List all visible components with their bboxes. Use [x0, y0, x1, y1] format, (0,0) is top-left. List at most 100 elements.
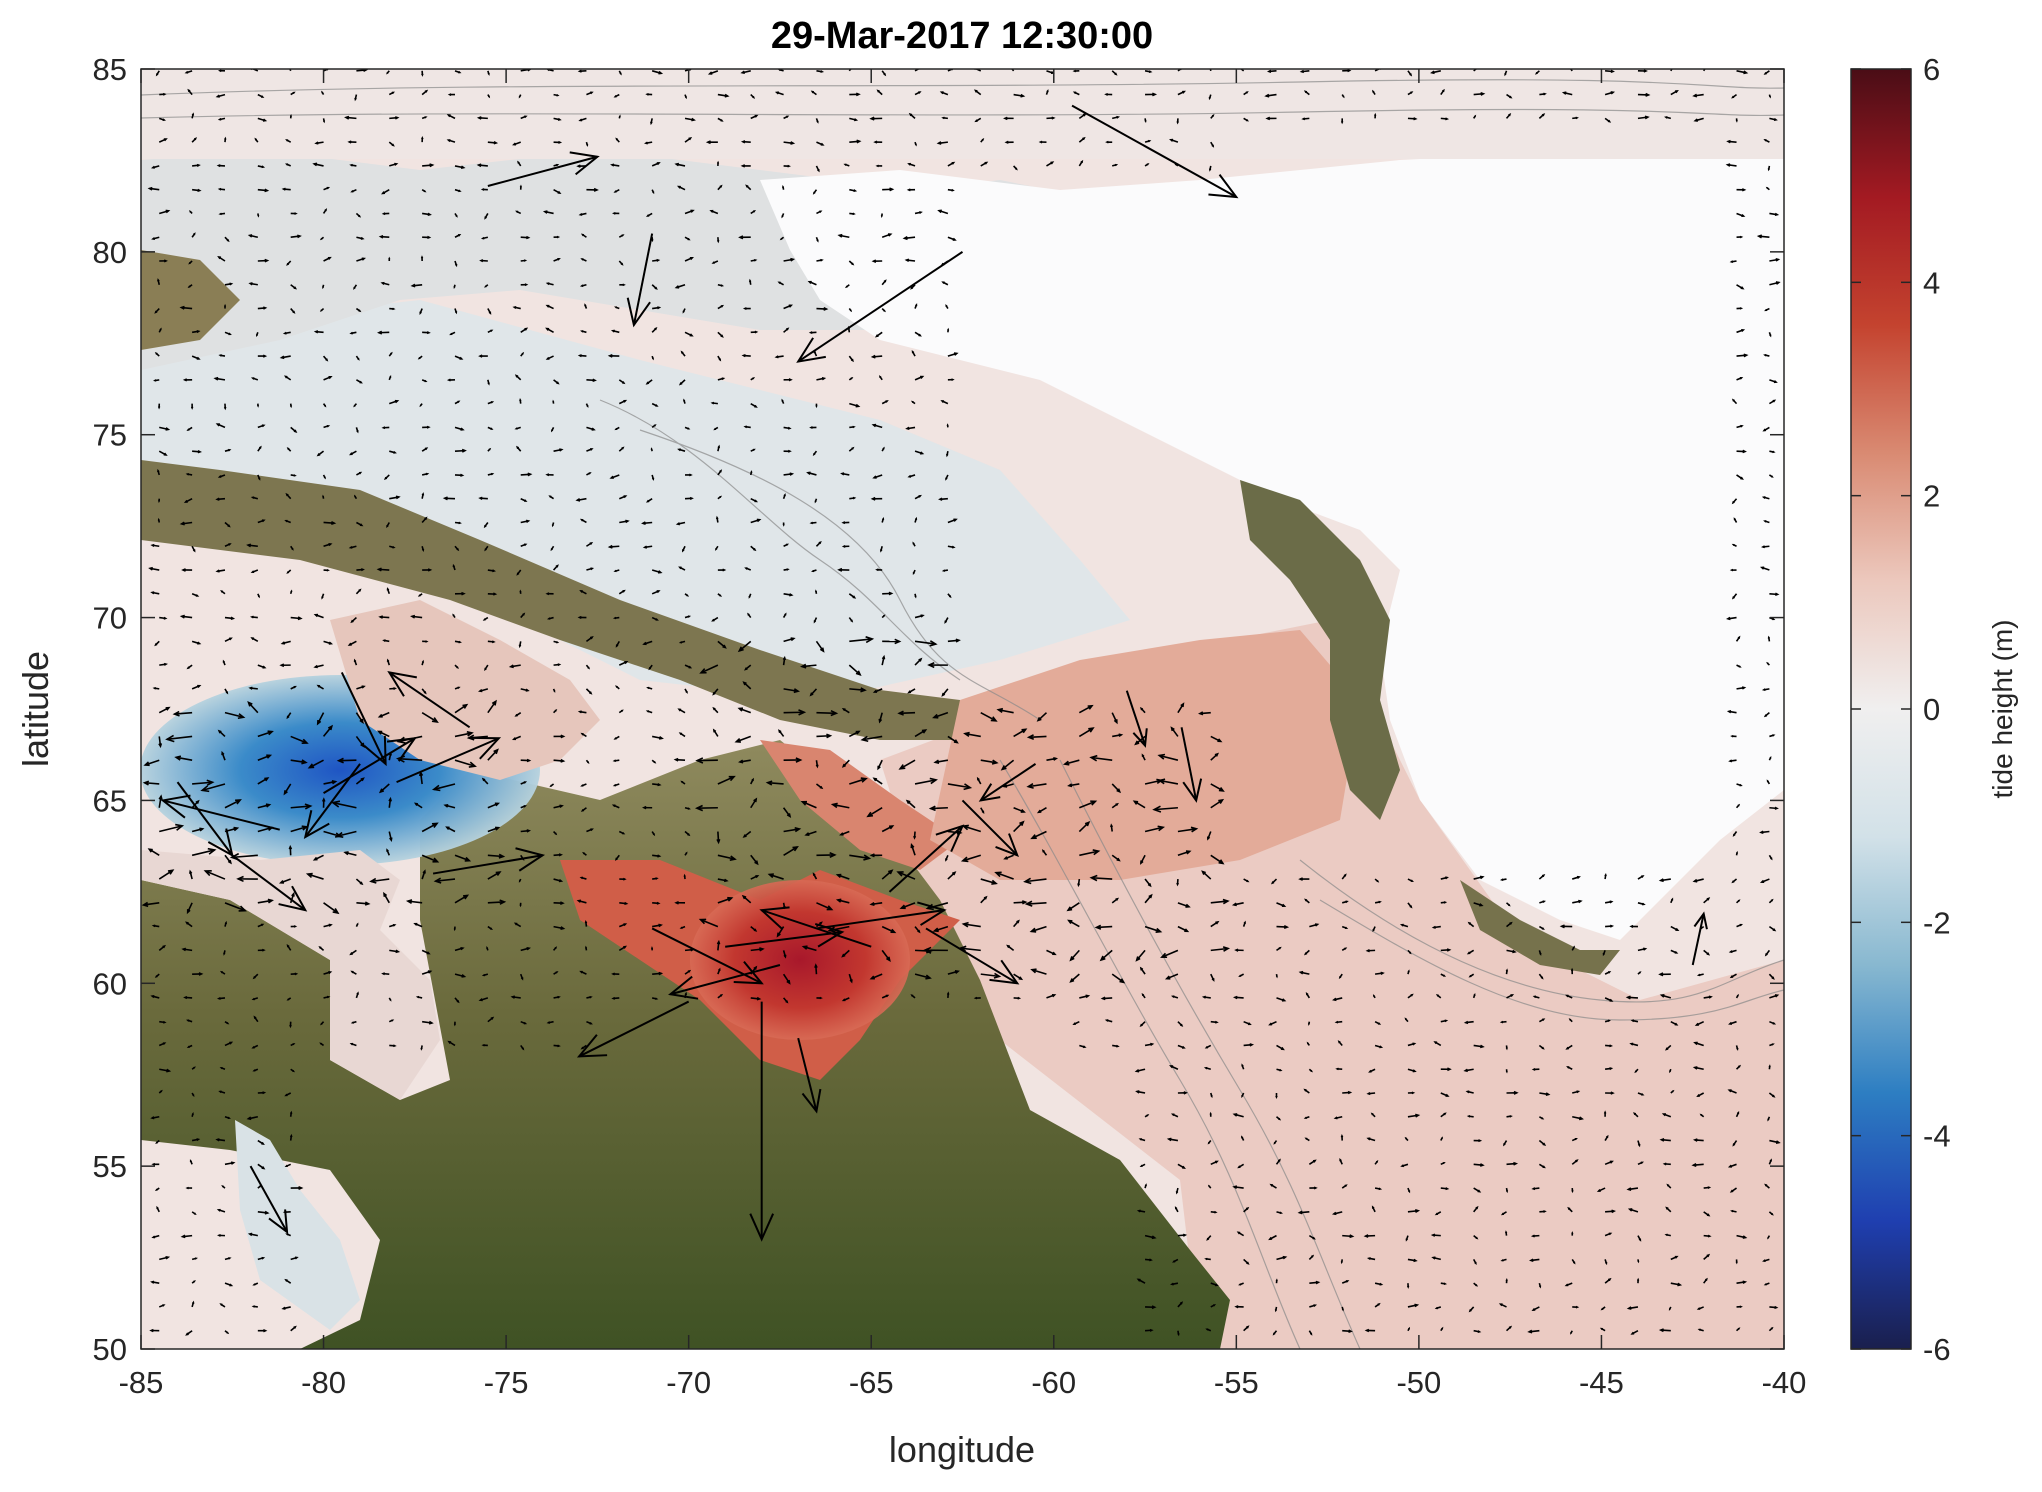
- quiver-arrow: [545, 304, 554, 310]
- quiver-arrow: [813, 617, 818, 624]
- quiver-arrow: [841, 707, 850, 714]
- quiver-arrow: [217, 187, 226, 191]
- quiver-arrow: [1338, 973, 1343, 980]
- quiver-arrow: [1365, 949, 1376, 953]
- quiver-arrow: [905, 799, 916, 809]
- quiver-arrow: [897, 710, 916, 716]
- quiver-arrow: [1342, 1329, 1353, 1334]
- quiver-arrow: [580, 330, 587, 334]
- quiver-arrow: [613, 735, 620, 740]
- quiver-arrow: [1538, 1116, 1545, 1120]
- quiver-arrow: [1177, 902, 1191, 908]
- bathymetry-contours: [141, 79, 1784, 1349]
- quiver-arrow: [1473, 1205, 1479, 1213]
- quiver-arrow: [947, 518, 958, 524]
- quiver-arrow: [816, 996, 823, 1000]
- quiver-arrow: [181, 568, 193, 572]
- quiver-arrow: [284, 1163, 292, 1168]
- quiver-arrow: [684, 257, 694, 262]
- quiver-arrow: [520, 327, 529, 333]
- quiver-arrow: [749, 470, 753, 476]
- quiver-arrow: [454, 260, 458, 268]
- quiver-arrow: [675, 521, 686, 526]
- quiver-arrow: [478, 688, 489, 693]
- quiver-arrow: [410, 283, 423, 288]
- quiver-arrow: [809, 521, 817, 525]
- quiver-arrow: [323, 970, 333, 975]
- quiver-arrow: [815, 921, 823, 928]
- quiver-arrow: [454, 894, 470, 904]
- quiver-arrow: [220, 590, 226, 595]
- quiver-arrow: [1079, 1044, 1087, 1049]
- quiver-arrow: [188, 260, 193, 265]
- quiver-arrow: [257, 306, 268, 310]
- quiver-arrow: [1670, 1089, 1675, 1094]
- quiver-arrow: [388, 997, 392, 1002]
- quiver-arrow: [553, 901, 565, 905]
- quiver-arrow: [158, 736, 163, 749]
- quiver-arrow: [353, 403, 358, 408]
- quiver-arrow: [1662, 1162, 1671, 1166]
- quiver-arrow: [284, 1278, 292, 1284]
- quiver-arrow: [881, 994, 890, 999]
- quiver-arrow: [577, 354, 587, 358]
- quiver-arrow: [454, 355, 464, 360]
- quiver-arrow: [580, 233, 587, 238]
- quiver-arrow: [873, 140, 883, 144]
- quiver-arrow: [520, 497, 528, 502]
- quiver-arrow: [1265, 116, 1277, 121]
- quiver-arrow: [1135, 1090, 1146, 1094]
- quiver-arrow: [1434, 1306, 1442, 1310]
- quiver-arrow: [159, 823, 185, 833]
- quiver-arrow: [1266, 69, 1277, 73]
- quiver-arrow: [180, 1234, 193, 1239]
- quiver-arrow: [684, 969, 692, 975]
- quiver-arrow: [480, 188, 488, 191]
- quiver-arrow: [157, 468, 161, 476]
- quiver-arrow: [420, 255, 424, 262]
- quiver-arrow: [155, 70, 160, 77]
- quiver-arrow: [1506, 949, 1517, 954]
- quiver-arrow: [322, 724, 334, 737]
- quiver-arrow: [381, 972, 390, 976]
- quiver-arrow: [487, 826, 501, 833]
- quiver-arrow: [1407, 993, 1414, 999]
- quiver-arrow: [1434, 1211, 1442, 1216]
- quiver-arrow: [487, 379, 490, 386]
- quiver-arrow: [1298, 970, 1310, 975]
- quiver-arrow: [1768, 474, 1774, 478]
- quiver-arrow: [186, 664, 193, 670]
- quiver-arrow: [1308, 1159, 1317, 1165]
- quiver-arrow: [354, 94, 358, 102]
- quiver-arrow: [619, 283, 626, 287]
- quiver-arrow: [218, 69, 225, 73]
- quiver-arrow: [1730, 734, 1737, 738]
- quiver-arrow: [421, 447, 429, 452]
- quiver-arrow: [1572, 1305, 1580, 1309]
- quiver-arrow: [1046, 161, 1055, 167]
- quiver-arrow: [615, 137, 620, 143]
- quiver-arrow: [866, 807, 883, 818]
- quiver-arrow: [1731, 498, 1738, 505]
- quiver-arrow: [881, 446, 885, 452]
- quiver-arrow: [848, 260, 855, 266]
- quiver-arrow: [619, 901, 629, 906]
- quiver-arrow: [1273, 1140, 1278, 1145]
- quiver-arrow: [717, 896, 734, 904]
- quiver-arrow: [1144, 1042, 1155, 1047]
- quiver-arrow: [1374, 1044, 1384, 1049]
- quiver-arrow: [1735, 118, 1738, 123]
- quiver-arrow: [553, 830, 558, 836]
- quiver-arrow: [484, 545, 489, 552]
- quiver-arrow: [1013, 820, 1025, 833]
- quiver-arrow: [678, 566, 686, 571]
- quiver-arrow: [1046, 757, 1059, 761]
- quiver-arrow: [881, 279, 887, 286]
- quiver-arrow: [1341, 925, 1349, 930]
- quiver-arrow: [487, 853, 506, 859]
- quiver-arrow: [224, 616, 236, 620]
- quiver-arrow: [158, 1089, 163, 1094]
- quiver-arrow: [1703, 995, 1713, 999]
- quiver-arrow: [1665, 1044, 1672, 1051]
- quiver-arrow: [716, 831, 721, 845]
